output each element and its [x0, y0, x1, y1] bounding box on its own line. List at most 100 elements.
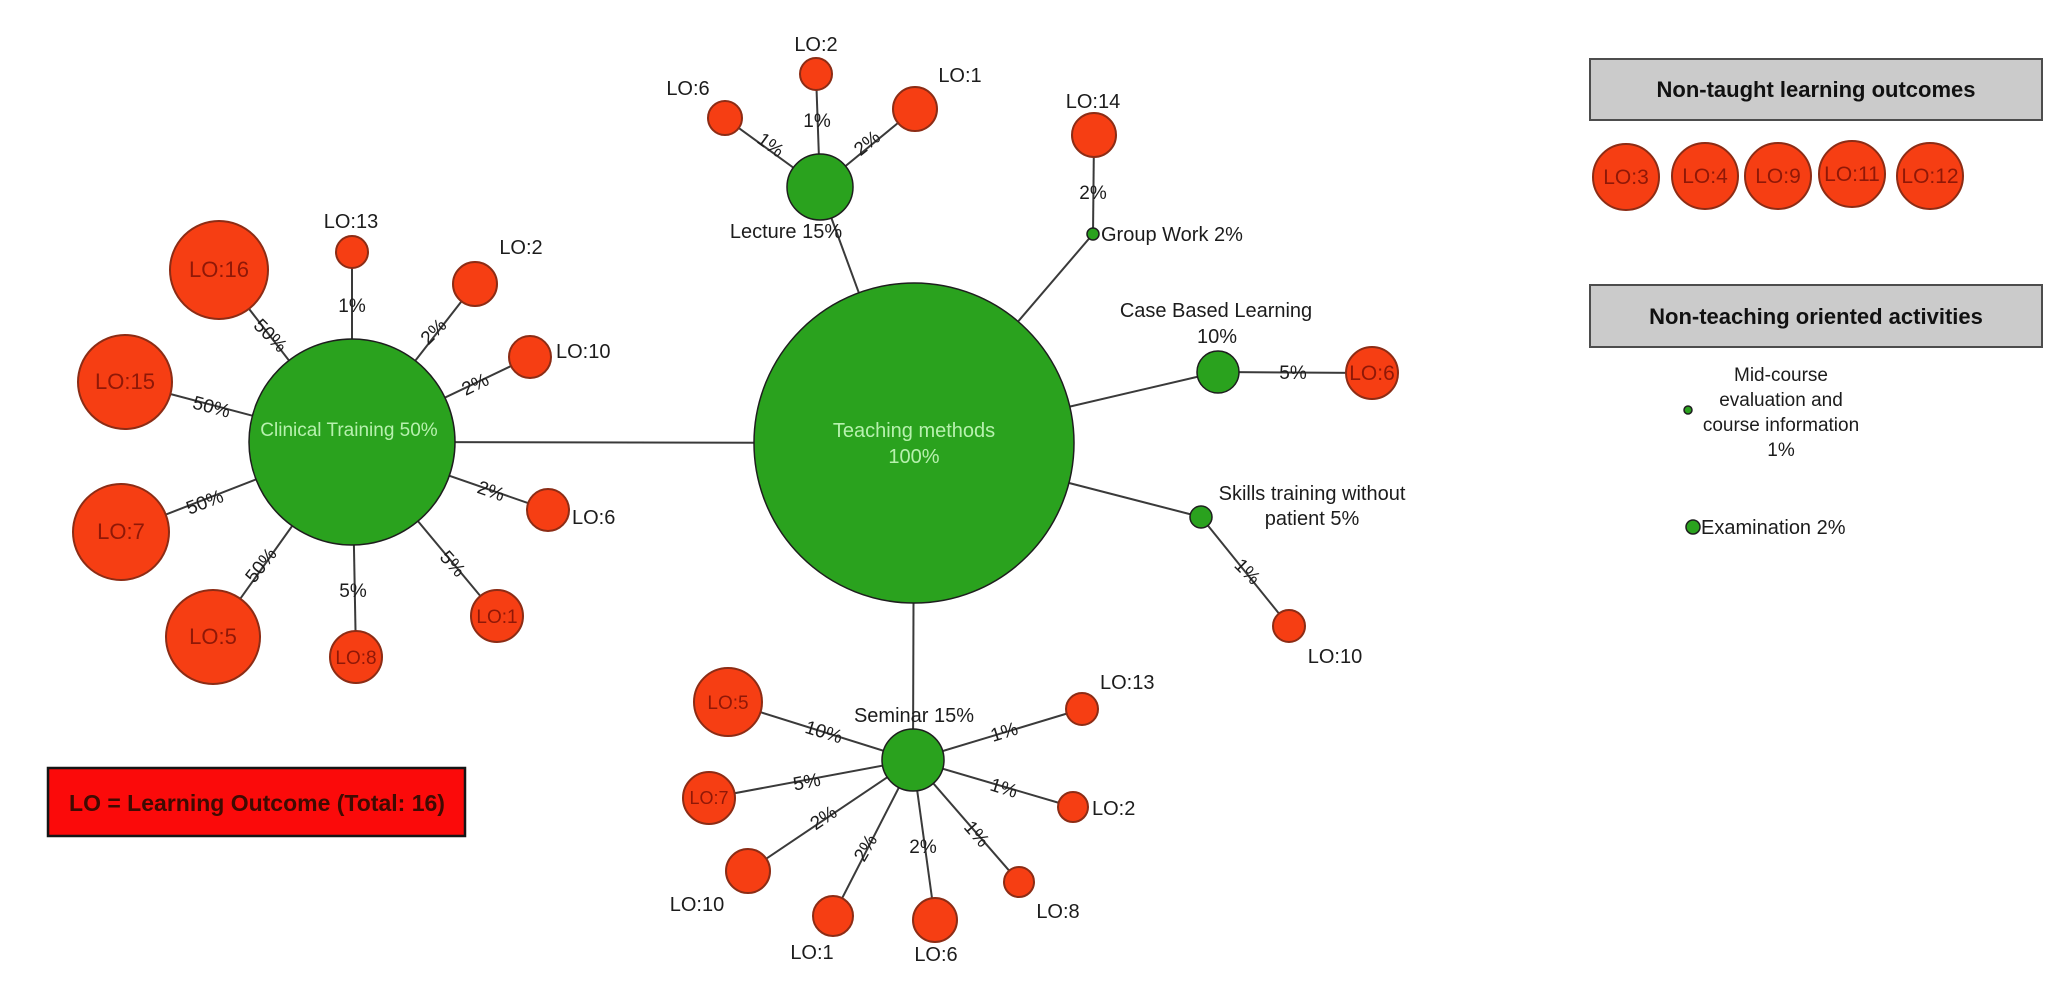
node-nontaught-lo3: [1592, 143, 1660, 211]
clinical-lo8-pct: 5%: [339, 581, 367, 602]
group-work-label: Group Work 2%: [1101, 224, 1243, 246]
edge-seminar-lo10: [747, 759, 914, 872]
mid-course-line3: course information: [1703, 415, 1859, 436]
clinical-lo13-label: LO:13: [324, 211, 378, 233]
node-skills-lo10: [1272, 609, 1306, 643]
clinical-lo7-label: LO:7: [97, 519, 145, 544]
graph-labels: Teaching methods 100% Clinical Training …: [95, 34, 1406, 966]
skills-label-line2: patient 5%: [1265, 508, 1360, 530]
teaching-methods-label-line1: Teaching methods: [833, 420, 995, 442]
node-casebased-lo6: [1345, 346, 1399, 400]
panel-non-teaching: Non-teaching oriented activities Mid-cou…: [1589, 284, 2043, 539]
lecture-lo6-pct: 1%: [753, 129, 788, 162]
seminar-lo6-pct: 2%: [909, 837, 937, 858]
node-nontaught-lo11: [1818, 140, 1886, 208]
lecture-lo2-label: LO:2: [794, 34, 837, 56]
legend-box: [46, 766, 467, 838]
seminar-lo1-label: LO:1: [790, 942, 833, 964]
seminar-lo7-pct: 5%: [791, 770, 822, 796]
seminar-lo2-pct: 1%: [987, 775, 1020, 803]
node-lecture: [786, 153, 854, 221]
seminar-lo8-label: LO:8: [1036, 901, 1079, 923]
seminar-lo7-label: LO:7: [689, 788, 728, 808]
nontaught-lo11-label: LO:11: [1824, 163, 1880, 186]
node-clinical-lo7: [72, 483, 170, 581]
clinical-lo10-pct: 2%: [459, 370, 493, 401]
lecture-lo1-label: LO:1: [938, 65, 981, 87]
clinical-lo10-label: LO:10: [556, 341, 610, 363]
non-teaching-header: Non-teaching oriented activities: [1649, 304, 1983, 329]
node-seminar-lo13: [1065, 692, 1099, 726]
node-clinical-lo13: [335, 235, 369, 269]
node-nontaught-lo4: [1671, 142, 1739, 210]
groupwork-lo14-pct: 2%: [1079, 183, 1107, 204]
seminar-lo1-pct: 2%: [850, 831, 882, 865]
node-nontaught-lo12: [1896, 142, 1964, 210]
groupwork-lo14-label: LO:14: [1066, 91, 1120, 113]
mid-course-line2: evaluation and: [1719, 390, 1843, 411]
node-teaching-methods: [753, 282, 1075, 604]
node-clinical-lo8: [329, 630, 383, 684]
clinical-lo1-label: LO:1: [476, 607, 517, 628]
node-clinical-lo2: [452, 261, 498, 307]
nontaught-lo9-label: LO:9: [1755, 165, 1801, 188]
node-nontaught-lo9: [1744, 142, 1812, 210]
node-clinical-lo10: [508, 335, 552, 379]
seminar-lo13-pct: 1%: [988, 719, 1021, 747]
non-teaching-header-box: [1589, 284, 2043, 348]
clinical-lo2-label: LO:2: [499, 237, 542, 259]
node-seminar-lo10: [725, 848, 771, 894]
node-seminar-lo7: [682, 771, 736, 825]
nontaught-lo12-label: LO:12: [1901, 165, 1958, 188]
node-seminar-lo8: [1003, 866, 1035, 898]
node-lecture-lo1: [892, 86, 938, 132]
node-clinical-lo1: [470, 589, 524, 643]
clinical-lo13-pct: 1%: [338, 296, 366, 317]
case-based-pct: 10%: [1197, 326, 1237, 348]
clinical-lo16-pct: 50%: [249, 315, 291, 357]
mid-course-line4: 1%: [1767, 440, 1795, 461]
non-taught-header: Non-taught learning outcomes: [1657, 77, 1976, 102]
node-mid-course-dot: [1683, 405, 1693, 415]
clinical-lo5-label: LO:5: [189, 624, 237, 649]
node-seminar-lo5: [693, 667, 763, 737]
node-seminar-lo2: [1057, 791, 1089, 823]
nontaught-lo3-label: LO:3: [1603, 166, 1649, 189]
node-case-based-learning: [1196, 350, 1240, 394]
node-lecture-lo6: [707, 100, 743, 136]
casebased-lo6-label: LO:6: [1349, 362, 1395, 385]
seminar-lo6-label: LO:6: [914, 944, 957, 966]
non-taught-header-box: [1589, 58, 2043, 121]
clinical-training-label: Clinical Training 50%: [260, 420, 438, 441]
node-seminar-lo6: [912, 897, 958, 943]
node-clinical-lo15: [77, 334, 173, 430]
clinical-lo8-label: LO:8: [335, 648, 376, 669]
lecture-lo6-label: LO:6: [666, 78, 709, 100]
panel-non-taught: Non-taught learning outcomes LO:3 LO:4 L…: [1589, 58, 2043, 211]
lecture-lo1-pct: 2%: [850, 127, 885, 161]
legend-text: LO = Learning Outcome (Total: 16): [69, 790, 445, 816]
seminar-lo10-pct: 2%: [807, 802, 842, 835]
nodes: [72, 57, 1399, 943]
seminar-label: Seminar 15%: [854, 705, 974, 727]
nontaught-lo4-label: LO:4: [1682, 165, 1728, 188]
node-seminar: [881, 728, 945, 792]
skills-lo10-label: LO:10: [1308, 646, 1362, 668]
clinical-lo15-label: LO:15: [95, 369, 155, 394]
node-group-work: [1086, 227, 1100, 241]
clinical-lo6-pct: 2%: [474, 477, 507, 506]
clinical-lo6-label: LO:6: [572, 507, 615, 529]
node-examination-dot: [1685, 519, 1701, 535]
node-clinical-lo16: [169, 220, 269, 320]
case-based-title: Case Based Learning: [1120, 300, 1312, 322]
edge-seminar-lo7: [708, 759, 914, 799]
mid-course-line1: Mid-course: [1734, 365, 1828, 386]
examination-label: Examination 2%: [1701, 517, 1846, 539]
node-clinical-lo5: [165, 589, 261, 685]
node-clinical-lo6: [526, 488, 570, 532]
node-groupwork-lo14: [1071, 112, 1117, 158]
casebased-lo6-pct: 5%: [1279, 363, 1307, 384]
lecture-label: Lecture 15%: [730, 221, 843, 243]
